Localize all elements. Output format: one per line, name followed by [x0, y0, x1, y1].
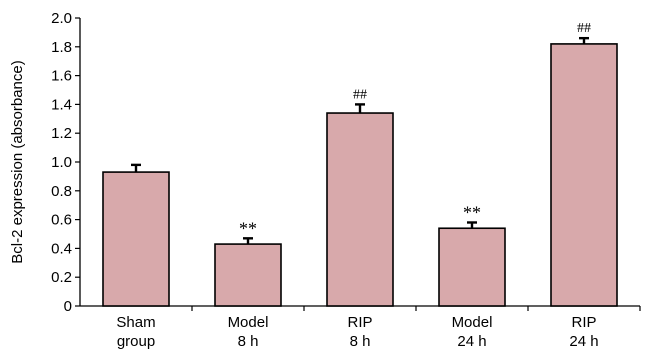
- bars: [102, 43, 618, 307]
- category-label-line1: Model: [228, 314, 269, 331]
- y-tick-label: 0.6: [51, 212, 72, 229]
- category-label-line1: RIP: [347, 314, 372, 331]
- y-tick-label: 0.8: [51, 183, 72, 200]
- bar: [102, 171, 170, 307]
- significance-marker: ##: [577, 21, 591, 36]
- category-label-line2: group: [117, 333, 155, 350]
- category-label-line2: 24 h: [457, 333, 486, 350]
- y-tick-label: 1.0: [51, 154, 72, 171]
- error-bars: [131, 36, 589, 245]
- category-label-line1: Model: [452, 314, 493, 331]
- category-labels: Sham group Model 8 h RIP 8 h Model 24 h RIP 24 h: [116, 314, 598, 350]
- significance-marker: ##: [353, 87, 367, 102]
- significance-marker: **: [239, 218, 257, 238]
- category-label-line2: 24 h: [569, 333, 598, 350]
- y-axis-title-group: Bcl-2 expression (absorbance): [9, 60, 26, 263]
- y-tick-label: 1.4: [51, 96, 72, 113]
- y-tick-label: 0: [64, 298, 72, 315]
- significance-marker: **: [463, 202, 481, 222]
- bar: [438, 227, 506, 307]
- y-axis-title: Bcl-2 expression (absorbance): [9, 60, 26, 263]
- category-label-line2: 8 h: [238, 333, 259, 350]
- category-label-line1: Sham: [116, 314, 155, 331]
- y-axis: 0 0.2 0.4 0.6 0.8 1.0 1.2 1.4 1.6 1.8 2.0: [51, 10, 81, 315]
- y-tick-label: 1.6: [51, 68, 72, 85]
- bar: [214, 243, 282, 307]
- category-label-line1: RIP: [571, 314, 596, 331]
- y-tick-label: 1.2: [51, 125, 72, 142]
- y-tick-label: 0.4: [51, 240, 72, 257]
- y-tick-label: 2.0: [51, 10, 72, 27]
- bar: [550, 43, 618, 307]
- y-tick-label: 0.2: [51, 269, 72, 286]
- category-label-line2: 8 h: [350, 333, 371, 350]
- significance-markers: ** ## ** ##: [239, 21, 591, 238]
- bar: [326, 112, 394, 307]
- y-tick-label: 1.8: [51, 39, 72, 56]
